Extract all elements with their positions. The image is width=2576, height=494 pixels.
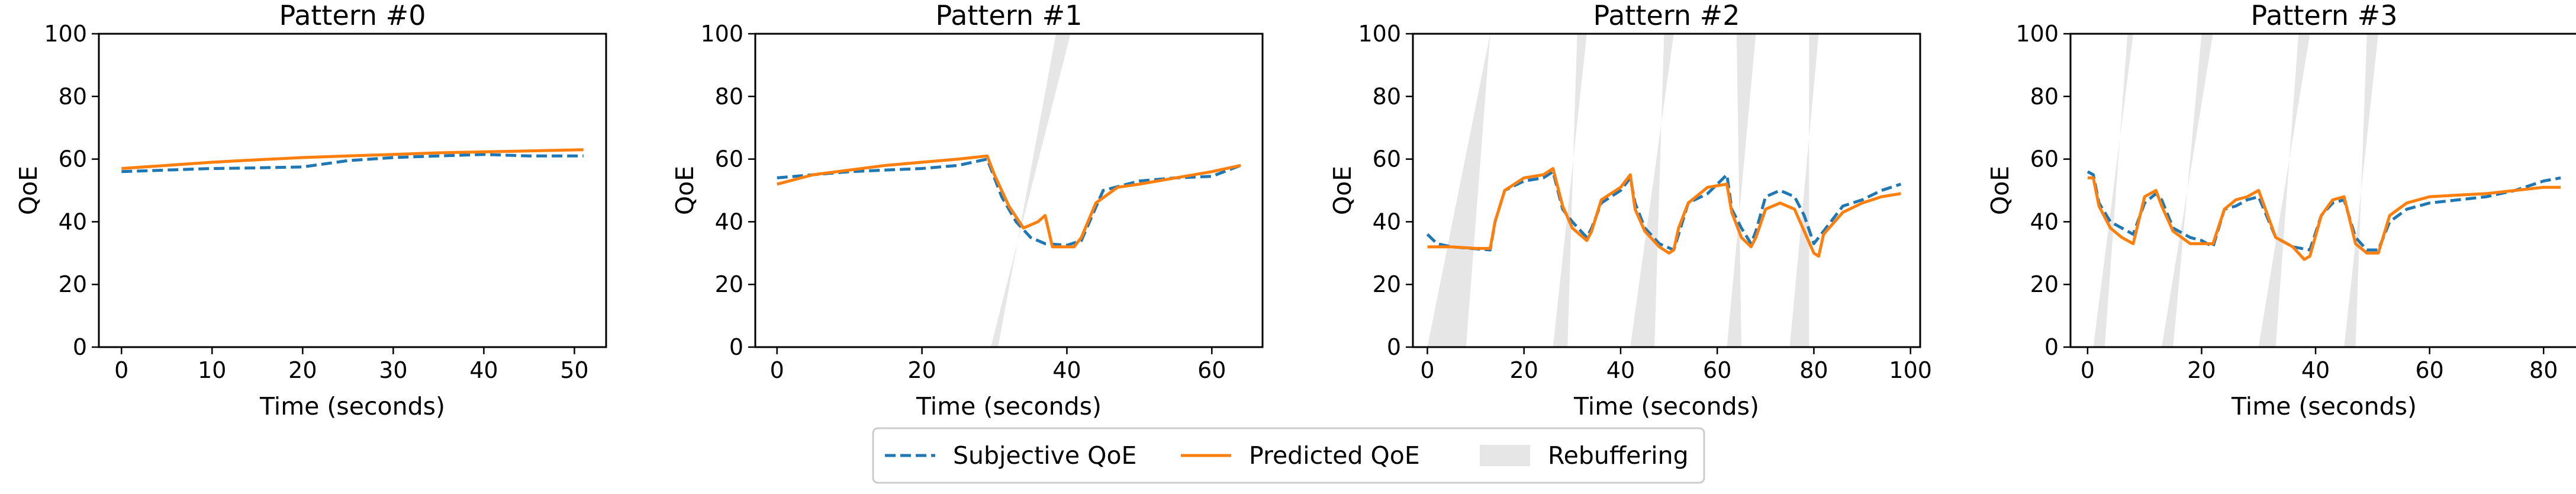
x-tick-label-2-2: 40 — [1606, 357, 1635, 383]
x-tick-label-3-2: 40 — [2301, 357, 2330, 383]
x-tick-label-0-4: 40 — [469, 357, 498, 383]
rebuffering-band-2-4 — [1789, 34, 1819, 347]
x-tick-label-0-1: 10 — [198, 357, 226, 383]
x-tick-label-1-0: 0 — [770, 357, 784, 383]
x-tick-label-2-4: 80 — [1799, 357, 1828, 383]
y-tick-label-3-0: 0 — [2044, 334, 2059, 360]
y-tick-label-0-1: 20 — [59, 271, 87, 297]
x-tick-label-3-4: 80 — [2529, 357, 2558, 383]
chart-title-2: Pattern #2 — [1593, 0, 1740, 31]
y-tick-label-0-0: 0 — [73, 334, 87, 360]
chart-panel-3: 0 20 40 60 80 0 20 40 60 80 100 Pattern #3 Time (sec… — [1986, 0, 2576, 421]
x-axis-label-0: Time (seconds) — [259, 392, 445, 421]
y-axis-label-0: QoE — [14, 166, 43, 215]
y-axis-label-1: QoE — [671, 166, 699, 215]
chart-panel-0: 0 10 20 30 40 50 0 20 40 60 80 100 Pattern #0 Time (s… — [14, 0, 607, 421]
legend-swatch-rebuffer — [1480, 445, 1530, 466]
series-line-predicted-0 — [121, 148, 584, 170]
legend-frame — [872, 427, 1705, 484]
x-axis-label-1: Time (seconds) — [916, 392, 1102, 421]
y-tick-label-3-3: 60 — [2030, 146, 2059, 172]
plot-frame-1 — [754, 33, 1264, 348]
y-axis-label-3: QoE — [1986, 166, 2014, 215]
plot-frame-2 — [1412, 33, 1921, 348]
y-tick-label-1-0: 0 — [729, 334, 743, 360]
x-tick-label-1-1: 20 — [907, 357, 936, 383]
y-tick-label-2-5: 100 — [1358, 21, 1401, 47]
plot-frame-3 — [2069, 33, 2576, 348]
legend-label-subjective: Subjective QoE — [953, 441, 1136, 470]
y-tick-label-2-3: 60 — [1373, 146, 1401, 172]
x-tick-label-0-2: 20 — [288, 357, 317, 383]
y-tick-label-0-4: 80 — [59, 84, 87, 110]
y-tick-label-1-2: 40 — [715, 208, 743, 235]
y-tick-label-2-1: 20 — [1373, 271, 1401, 297]
x-tick-label-1-3: 60 — [1197, 357, 1226, 383]
y-tick-label-1-4: 80 — [715, 84, 743, 110]
x-tick-label-3-0: 0 — [2081, 357, 2095, 383]
y-tick-label-3-4: 80 — [2030, 84, 2059, 110]
x-tick-label-0-0: 0 — [114, 357, 128, 383]
series-line-subjective-2 — [1426, 170, 1902, 252]
x-tick-label-0-3: 30 — [379, 357, 407, 383]
chart-panel-2: 0 20 40 60 80 100 0 20 40 60 80 100 Pattern #2 Time (… — [1328, 0, 1932, 421]
rebuffering-band-3-3 — [2344, 34, 2378, 347]
legend-label-predicted: Predicted QoE — [1249, 441, 1420, 470]
x-tick-label-3-1: 20 — [2187, 357, 2216, 383]
x-tick-label-1-2: 40 — [1052, 357, 1081, 383]
y-tick-label-2-0: 0 — [1387, 334, 1401, 360]
rebuffering-band-3-1 — [2162, 34, 2213, 347]
rebuffering-band-3-0 — [2093, 34, 2133, 347]
y-tick-label-2-2: 40 — [1373, 208, 1401, 235]
plot-frame-0 — [98, 33, 607, 348]
rebuffering-band-2-1 — [1553, 34, 1587, 347]
rebuffering-band-1-0 — [990, 34, 1071, 347]
x-tick-label-0-5: 50 — [560, 357, 588, 383]
x-tick-label-2-3: 60 — [1703, 357, 1731, 383]
y-axis-label-2: QoE — [1328, 166, 1357, 215]
legend: Subjective QoE Predicted QoE Rebuffering — [872, 427, 1705, 484]
x-axis-label-2: Time (seconds) — [1573, 392, 1759, 421]
y-tick-label-3-5: 100 — [2015, 21, 2059, 47]
y-tick-label-3-2: 40 — [2030, 208, 2059, 235]
x-tick-label-3-3: 60 — [2415, 357, 2443, 383]
x-tick-label-2-1: 20 — [1510, 357, 1538, 383]
rebuffering-band-2-3 — [1727, 34, 1756, 347]
x-tick-label-2-0: 0 — [1420, 357, 1434, 383]
x-tick-label-2-5: 100 — [1889, 357, 1932, 383]
chart-title-1: Pattern #1 — [936, 0, 1083, 31]
x-axis-label-3: Time (seconds) — [2231, 392, 2417, 421]
rebuffering-band-2-0 — [1427, 34, 1490, 347]
y-tick-label-0-3: 60 — [59, 146, 87, 172]
y-tick-label-0-2: 40 — [59, 208, 87, 235]
series-line-subjective-1 — [777, 158, 1242, 247]
chart-title-0: Pattern #0 — [279, 0, 426, 31]
y-tick-label-2-4: 80 — [1373, 84, 1401, 110]
series-line-predicted-1 — [777, 154, 1241, 249]
rebuffering-band-2-2 — [1630, 34, 1674, 347]
series-line-subjective-0 — [121, 153, 584, 174]
series-line-predicted-3 — [2087, 176, 2561, 261]
y-tick-label-1-3: 60 — [715, 146, 743, 172]
y-tick-label-1-5: 100 — [700, 21, 743, 47]
series-line-predicted-2 — [1427, 167, 1901, 258]
y-tick-label-1-1: 20 — [715, 271, 743, 297]
chart-panel-1: 0 20 40 60 0 20 40 60 80 100 Pattern #1 Time (secon… — [671, 0, 1264, 421]
legend-label-rebuffer: Rebuffering — [1548, 441, 1689, 470]
y-tick-label-0-5: 100 — [44, 21, 87, 47]
y-tick-label-3-1: 20 — [2030, 271, 2059, 297]
rebuffering-band-3-2 — [2258, 34, 2310, 347]
chart-title-3: Pattern #3 — [2251, 0, 2398, 31]
